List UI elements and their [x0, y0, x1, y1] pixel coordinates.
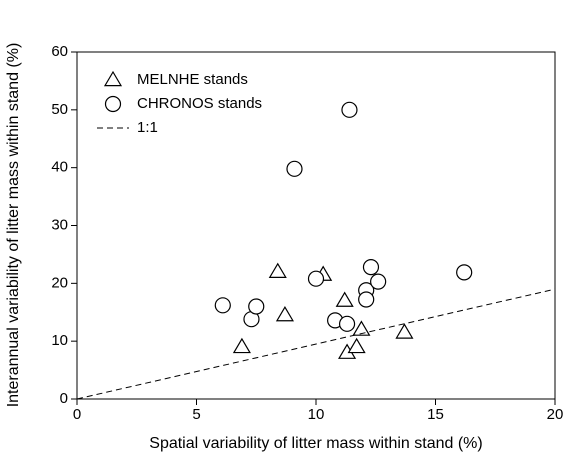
data-point	[338, 315, 356, 332]
y-tick-label: 10	[51, 332, 68, 349]
y-tick-label: 50	[51, 101, 68, 118]
y-axis-label: Interannual variability of litter mass w…	[5, 43, 22, 408]
data-point	[370, 273, 387, 290]
x-tick-label: 15	[427, 406, 444, 423]
x-tick-label: 5	[192, 406, 200, 423]
legend-marker	[103, 70, 123, 87]
data-point	[362, 259, 380, 276]
legend-label: 1:1	[137, 119, 158, 136]
data-point	[275, 305, 294, 322]
x-tick-label: 20	[547, 406, 564, 423]
x-tick-label: 0	[73, 406, 81, 423]
data-point	[395, 323, 414, 339]
data-point	[335, 291, 354, 307]
reference-line	[76, 288, 556, 400]
data-point	[456, 264, 473, 281]
y-tick-label: 30	[51, 216, 68, 233]
data-point	[286, 160, 303, 177]
data-point	[214, 297, 231, 314]
y-tick-label: 0	[60, 390, 68, 407]
data-point	[268, 262, 287, 278]
data-point	[307, 270, 325, 287]
legend-label: MELNHE stands	[137, 71, 248, 88]
x-axis-label: Spatial variability of litter mass withi…	[149, 435, 482, 452]
legend-marker	[104, 95, 122, 113]
data-point	[232, 337, 251, 354]
data-point	[352, 320, 371, 336]
data-point	[341, 101, 358, 118]
y-tick-label: 60	[51, 43, 68, 60]
y-tick-label: 40	[51, 159, 68, 176]
legend-label: CHRONOS stands	[137, 95, 262, 112]
y-tick-label: 20	[51, 274, 68, 291]
data-point	[248, 298, 265, 315]
data-point	[358, 291, 375, 308]
x-tick-label: 10	[308, 406, 325, 423]
data-point	[347, 337, 366, 354]
